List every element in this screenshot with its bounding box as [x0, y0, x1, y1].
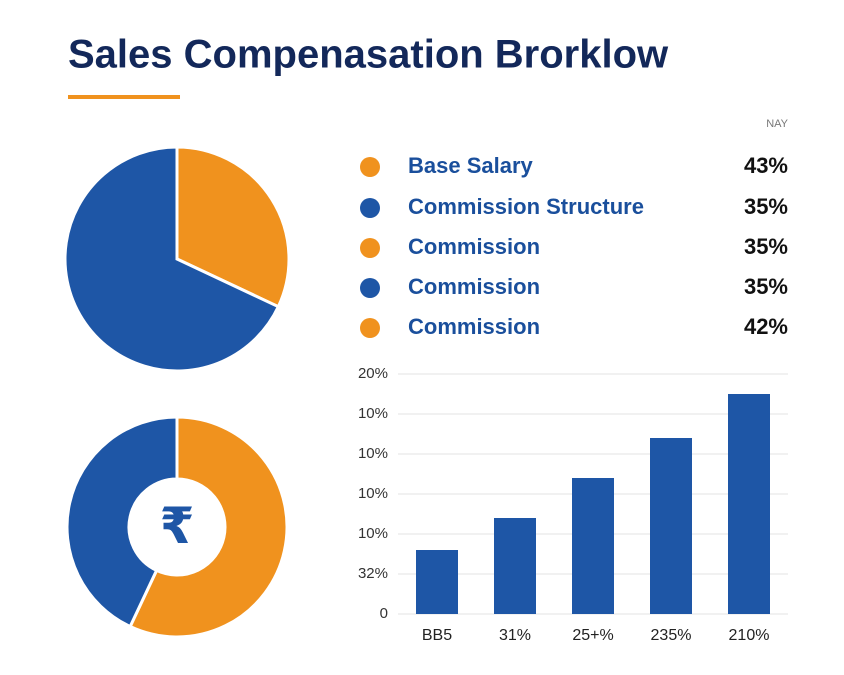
- bar: [650, 438, 692, 614]
- title-underline: [68, 95, 180, 99]
- x-tick-label: 210%: [729, 627, 770, 644]
- y-tick-label: 10%: [358, 485, 388, 502]
- pie-slice: [63, 145, 281, 373]
- pie-slice: [65, 415, 179, 629]
- legend-value: 35%: [744, 194, 788, 219]
- legend-dot: [360, 157, 380, 177]
- y-tick-label: 10%: [358, 445, 388, 462]
- pie-slice: [175, 145, 291, 309]
- legend-dot: [360, 198, 380, 218]
- x-tick-label: 25+%: [572, 627, 613, 644]
- y-tick-label: 20%: [358, 365, 388, 382]
- x-tick-label: 235%: [651, 627, 692, 644]
- legend-value: 42%: [744, 314, 788, 339]
- pie-slice: [128, 415, 289, 639]
- legend-dot: [360, 238, 380, 258]
- y-tick-label: 10%: [358, 405, 388, 422]
- x-tick-label: 31%: [499, 627, 531, 644]
- bar: [416, 550, 458, 614]
- y-tick-label: 10%: [358, 525, 388, 542]
- page-title: Sales Compenasation Brorklow: [68, 33, 669, 77]
- legend-name: Commission: [408, 314, 540, 339]
- legend-value: 43%: [744, 153, 788, 178]
- legend-name: Commission: [408, 274, 540, 299]
- legend-value: 35%: [744, 274, 788, 299]
- bar: [572, 478, 614, 614]
- y-tick-label: 32%: [358, 565, 388, 582]
- donut-center-label: ₹: [160, 498, 195, 554]
- bar: [728, 394, 770, 614]
- x-tick-label: BB5: [422, 627, 452, 644]
- bar: [494, 518, 536, 614]
- legend-value: 35%: [744, 234, 788, 259]
- legend-dot: [360, 278, 380, 298]
- legend-dot: [360, 318, 380, 338]
- legend-name: Commission: [408, 234, 540, 259]
- legend-name: Base Salary: [408, 153, 534, 178]
- legend-name: Commission Structure: [408, 194, 644, 219]
- tag: NAY: [766, 118, 788, 130]
- y-tick-label: 0: [380, 605, 388, 622]
